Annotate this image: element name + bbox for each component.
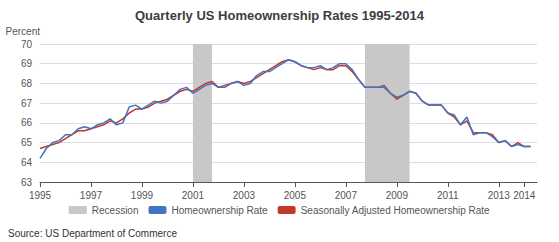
svg-text:2001: 2001	[182, 190, 205, 201]
svg-text:1995: 1995	[29, 190, 52, 201]
svg-text:2009: 2009	[386, 190, 409, 201]
svg-text:2013: 2013	[488, 190, 511, 201]
svg-text:2011: 2011	[437, 190, 459, 201]
svg-text:66: 66	[21, 117, 33, 128]
svg-text:68: 68	[21, 78, 33, 89]
svg-text:64: 64	[21, 157, 33, 168]
svg-text:2014: 2014	[513, 190, 536, 201]
svg-text:63: 63	[21, 177, 33, 188]
svg-text:Percent: Percent	[6, 26, 41, 37]
svg-text:70: 70	[21, 39, 33, 50]
svg-text:69: 69	[21, 58, 33, 69]
svg-text:Quarterly US Homeownership Rat: Quarterly US Homeownership Rates 1995-20…	[135, 8, 425, 23]
svg-text:2007: 2007	[335, 190, 358, 201]
svg-text:2005: 2005	[284, 190, 307, 201]
svg-text:65: 65	[21, 137, 33, 148]
svg-text:Seasonally Adjusted Homeowners: Seasonally Adjusted Homeownership Rate	[301, 205, 490, 216]
svg-text:Homeownership Rate: Homeownership Rate	[171, 205, 268, 216]
svg-text:1997: 1997	[80, 190, 103, 201]
svg-text:67: 67	[21, 98, 33, 109]
svg-text:Recession: Recession	[92, 205, 139, 216]
svg-text:1999: 1999	[131, 190, 154, 201]
svg-text:Source: US Department of Comme: Source: US Department of Commerce	[8, 228, 177, 239]
svg-text:2003: 2003	[233, 190, 256, 201]
